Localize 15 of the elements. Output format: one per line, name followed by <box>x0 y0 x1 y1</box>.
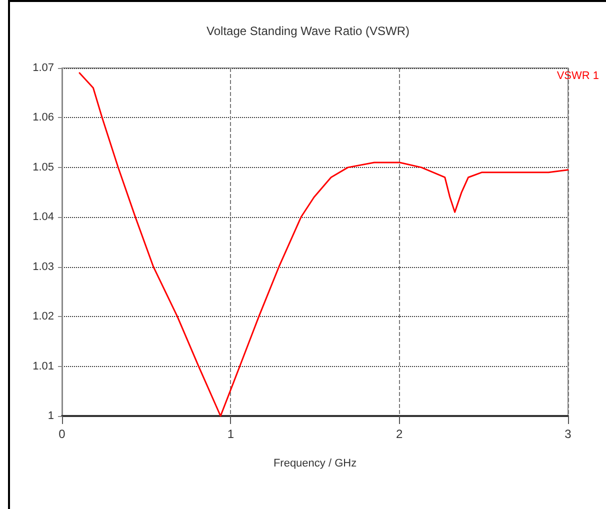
x-tick-label: 3 <box>564 427 572 441</box>
y-tick-label: 1.01 <box>32 360 54 372</box>
y-tick-label: 1.02 <box>32 310 54 323</box>
y-tick-label: 1 <box>48 410 54 422</box>
chart-title: Voltage Standing Wave Ratio (VSWR) <box>206 24 410 38</box>
y-tick-label: 1.04 <box>32 211 54 224</box>
y-tick-label: 1.03 <box>32 260 54 273</box>
x-axis-title: Frequency / GHz <box>273 458 357 470</box>
x-tick-label: 0 <box>58 427 66 441</box>
y-tick-label: 1.05 <box>32 161 54 174</box>
y-tick-label: 1.06 <box>32 112 54 124</box>
y-tick-label: 1.07 <box>32 62 54 74</box>
text: VSWR 1 <box>556 70 600 82</box>
x-tick-label: 1 <box>227 427 234 441</box>
x-tick-label: 2 <box>396 427 403 441</box>
